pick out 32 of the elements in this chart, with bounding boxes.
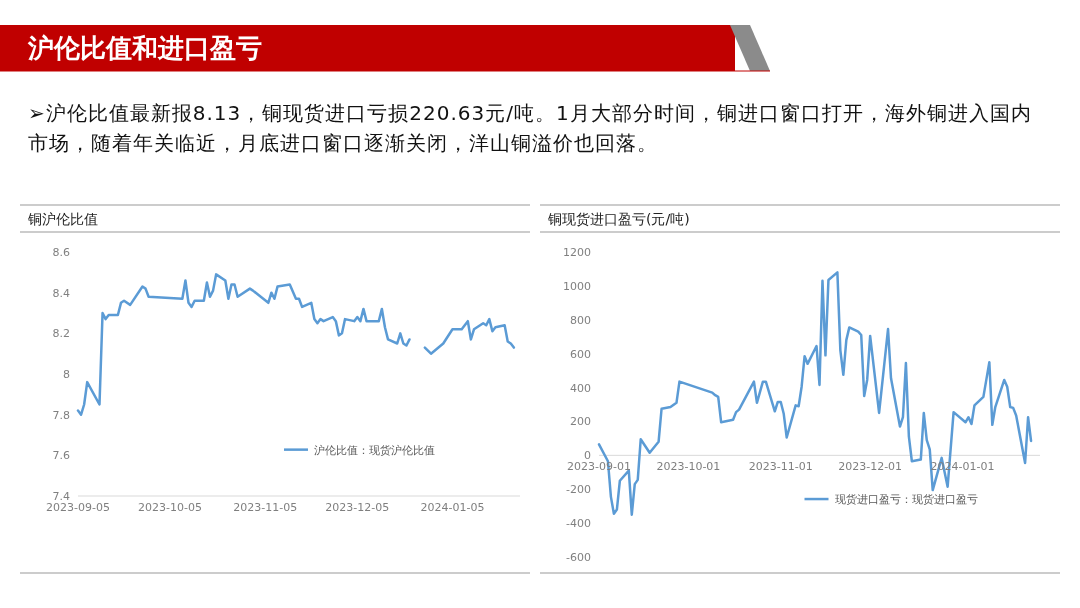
x-tick-label: 2023-11-01 bbox=[748, 460, 813, 474]
y-tick-label: 8.6 bbox=[52, 246, 70, 259]
x-tick-label: 2023-11-05 bbox=[233, 501, 298, 514]
y-tick-label: 0 bbox=[584, 449, 591, 463]
y-tick-label: 800 bbox=[570, 313, 591, 327]
y-tick-label: 8.4 bbox=[52, 286, 70, 300]
y-tick-label: 1200 bbox=[563, 246, 591, 259]
y-tick-label: 8 bbox=[63, 368, 70, 381]
y-tick-label: 600 bbox=[570, 347, 591, 361]
chart-title: 铜沪伦比值 bbox=[27, 211, 98, 227]
y-tick-label: -200 bbox=[566, 483, 591, 497]
y-tick-label: 7.4 bbox=[52, 490, 70, 503]
x-tick-label: 2023-09-05 bbox=[46, 501, 110, 514]
y-tick-label: -600 bbox=[566, 551, 591, 564]
x-tick-label: 2023-12-05 bbox=[325, 501, 390, 514]
legend-label: 沪伦比值：现货沪伦比值 bbox=[314, 443, 435, 457]
line-series bbox=[423, 317, 516, 355]
y-tick-label: 8.2 bbox=[52, 327, 70, 341]
y-tick-label: -400 bbox=[566, 517, 591, 531]
x-tick-label: 2023-12-01 bbox=[838, 460, 903, 474]
y-tick-label: 400 bbox=[570, 381, 591, 395]
y-tick-label: 1000 bbox=[563, 279, 591, 293]
x-tick-label: 2024-01-05 bbox=[420, 501, 485, 514]
chart-title: 铜现货进口盈亏(元/吨) bbox=[547, 211, 690, 227]
y-tick-label: 7.8 bbox=[52, 408, 70, 422]
x-tick-label: 2023-10-05 bbox=[138, 501, 203, 514]
line-series bbox=[76, 273, 411, 416]
y-tick-label: 7.6 bbox=[52, 449, 70, 463]
y-tick-label: 200 bbox=[570, 415, 591, 429]
text: ➢沪伦比值最新报8.13，铜现货进口亏损220.63元/吨。1月大部分时间，铜进口窗口打开，海外铜进入国内市场，随着年关临近，月底进口窗口逐渐关闭，洋山铜溢价也回落。 bbox=[28, 100, 1033, 157]
legend-label: 现货进口盈亏：现货进口盈亏 bbox=[834, 493, 978, 507]
x-tick-label: 2023-10-01 bbox=[656, 460, 721, 474]
